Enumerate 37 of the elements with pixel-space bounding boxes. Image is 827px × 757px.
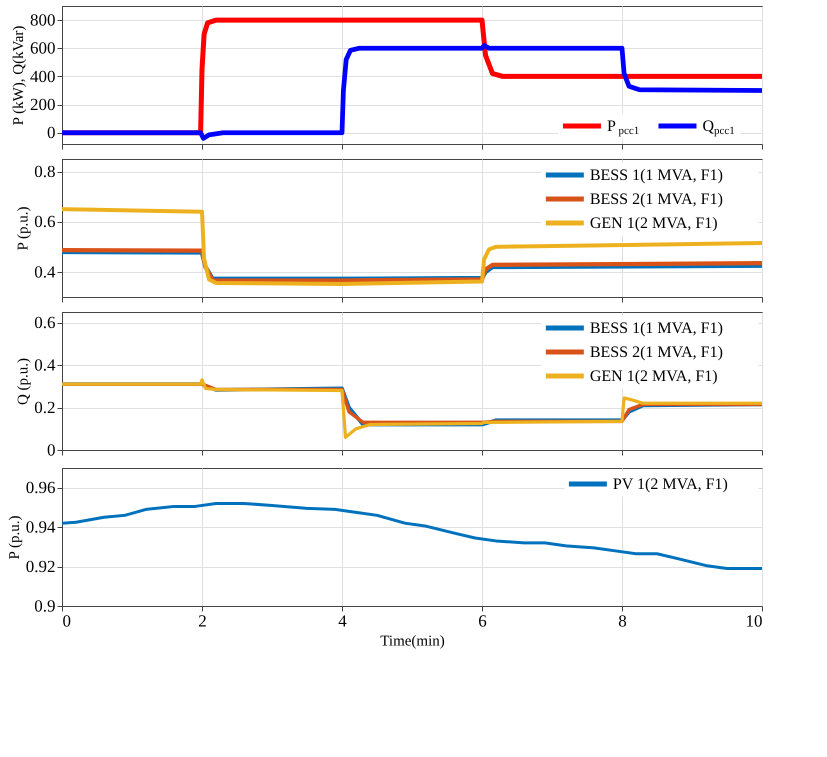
line-series xyxy=(62,502,762,570)
y-tick-label: 200 xyxy=(30,95,56,114)
line-series xyxy=(62,207,762,286)
y-axis-title: P (p.u.) xyxy=(6,515,23,560)
y-tick-label: 0.4 xyxy=(34,262,56,282)
y-axis-title: Q (p.u.) xyxy=(15,358,32,406)
x-axis-title: Time(min) xyxy=(380,634,445,650)
legend-label: PV 1(2 MVA, F1) xyxy=(612,476,728,493)
legend-label: BESS 1(1 MVA, F1) xyxy=(590,320,723,337)
legend-label: GEN 1(2 MVA, F1) xyxy=(590,215,718,232)
x-tick-label: 4 xyxy=(338,612,348,630)
y-tick-label: 0.9 xyxy=(34,596,56,616)
legend-label: GEN 1(2 MVA, F1) xyxy=(590,368,718,385)
y-tick-label: 800 xyxy=(30,10,56,30)
y-tick-label: 0.2 xyxy=(34,398,56,418)
y-tick-label: 0.92 xyxy=(26,557,56,576)
x-tick-label: 10 xyxy=(746,612,762,630)
y-tick-label: 0 xyxy=(47,123,56,142)
legend-label: BESS 2(1 MVA, F1) xyxy=(590,344,723,361)
y-tick-label: 0.6 xyxy=(34,313,56,332)
y-tick-label: 0.6 xyxy=(34,212,56,232)
y-axis-title: P (p.u.) xyxy=(15,206,32,251)
x-tick-label: 6 xyxy=(478,612,487,630)
x-tick-label: 2 xyxy=(198,612,207,630)
y-tick-label: 0.8 xyxy=(34,162,56,182)
y-axis-title: P (kW), Q(kVar) xyxy=(11,26,27,126)
y-tick-label: 0.96 xyxy=(26,478,56,498)
y-tick-label: 600 xyxy=(30,38,56,58)
x-tick-label: 8 xyxy=(618,612,627,630)
y-tick-label: 0 xyxy=(47,440,56,460)
y-tick-label: 0.94 xyxy=(26,518,56,537)
legend-label: BESS 1(1 MVA, F1) xyxy=(590,167,723,184)
x-tick-label: 0 xyxy=(62,612,71,630)
legend-label: BESS 2(1 MVA, F1) xyxy=(590,191,723,208)
y-tick-label: 400 xyxy=(30,66,56,86)
y-tick-label: 0.4 xyxy=(34,356,56,375)
line-series xyxy=(62,43,762,141)
